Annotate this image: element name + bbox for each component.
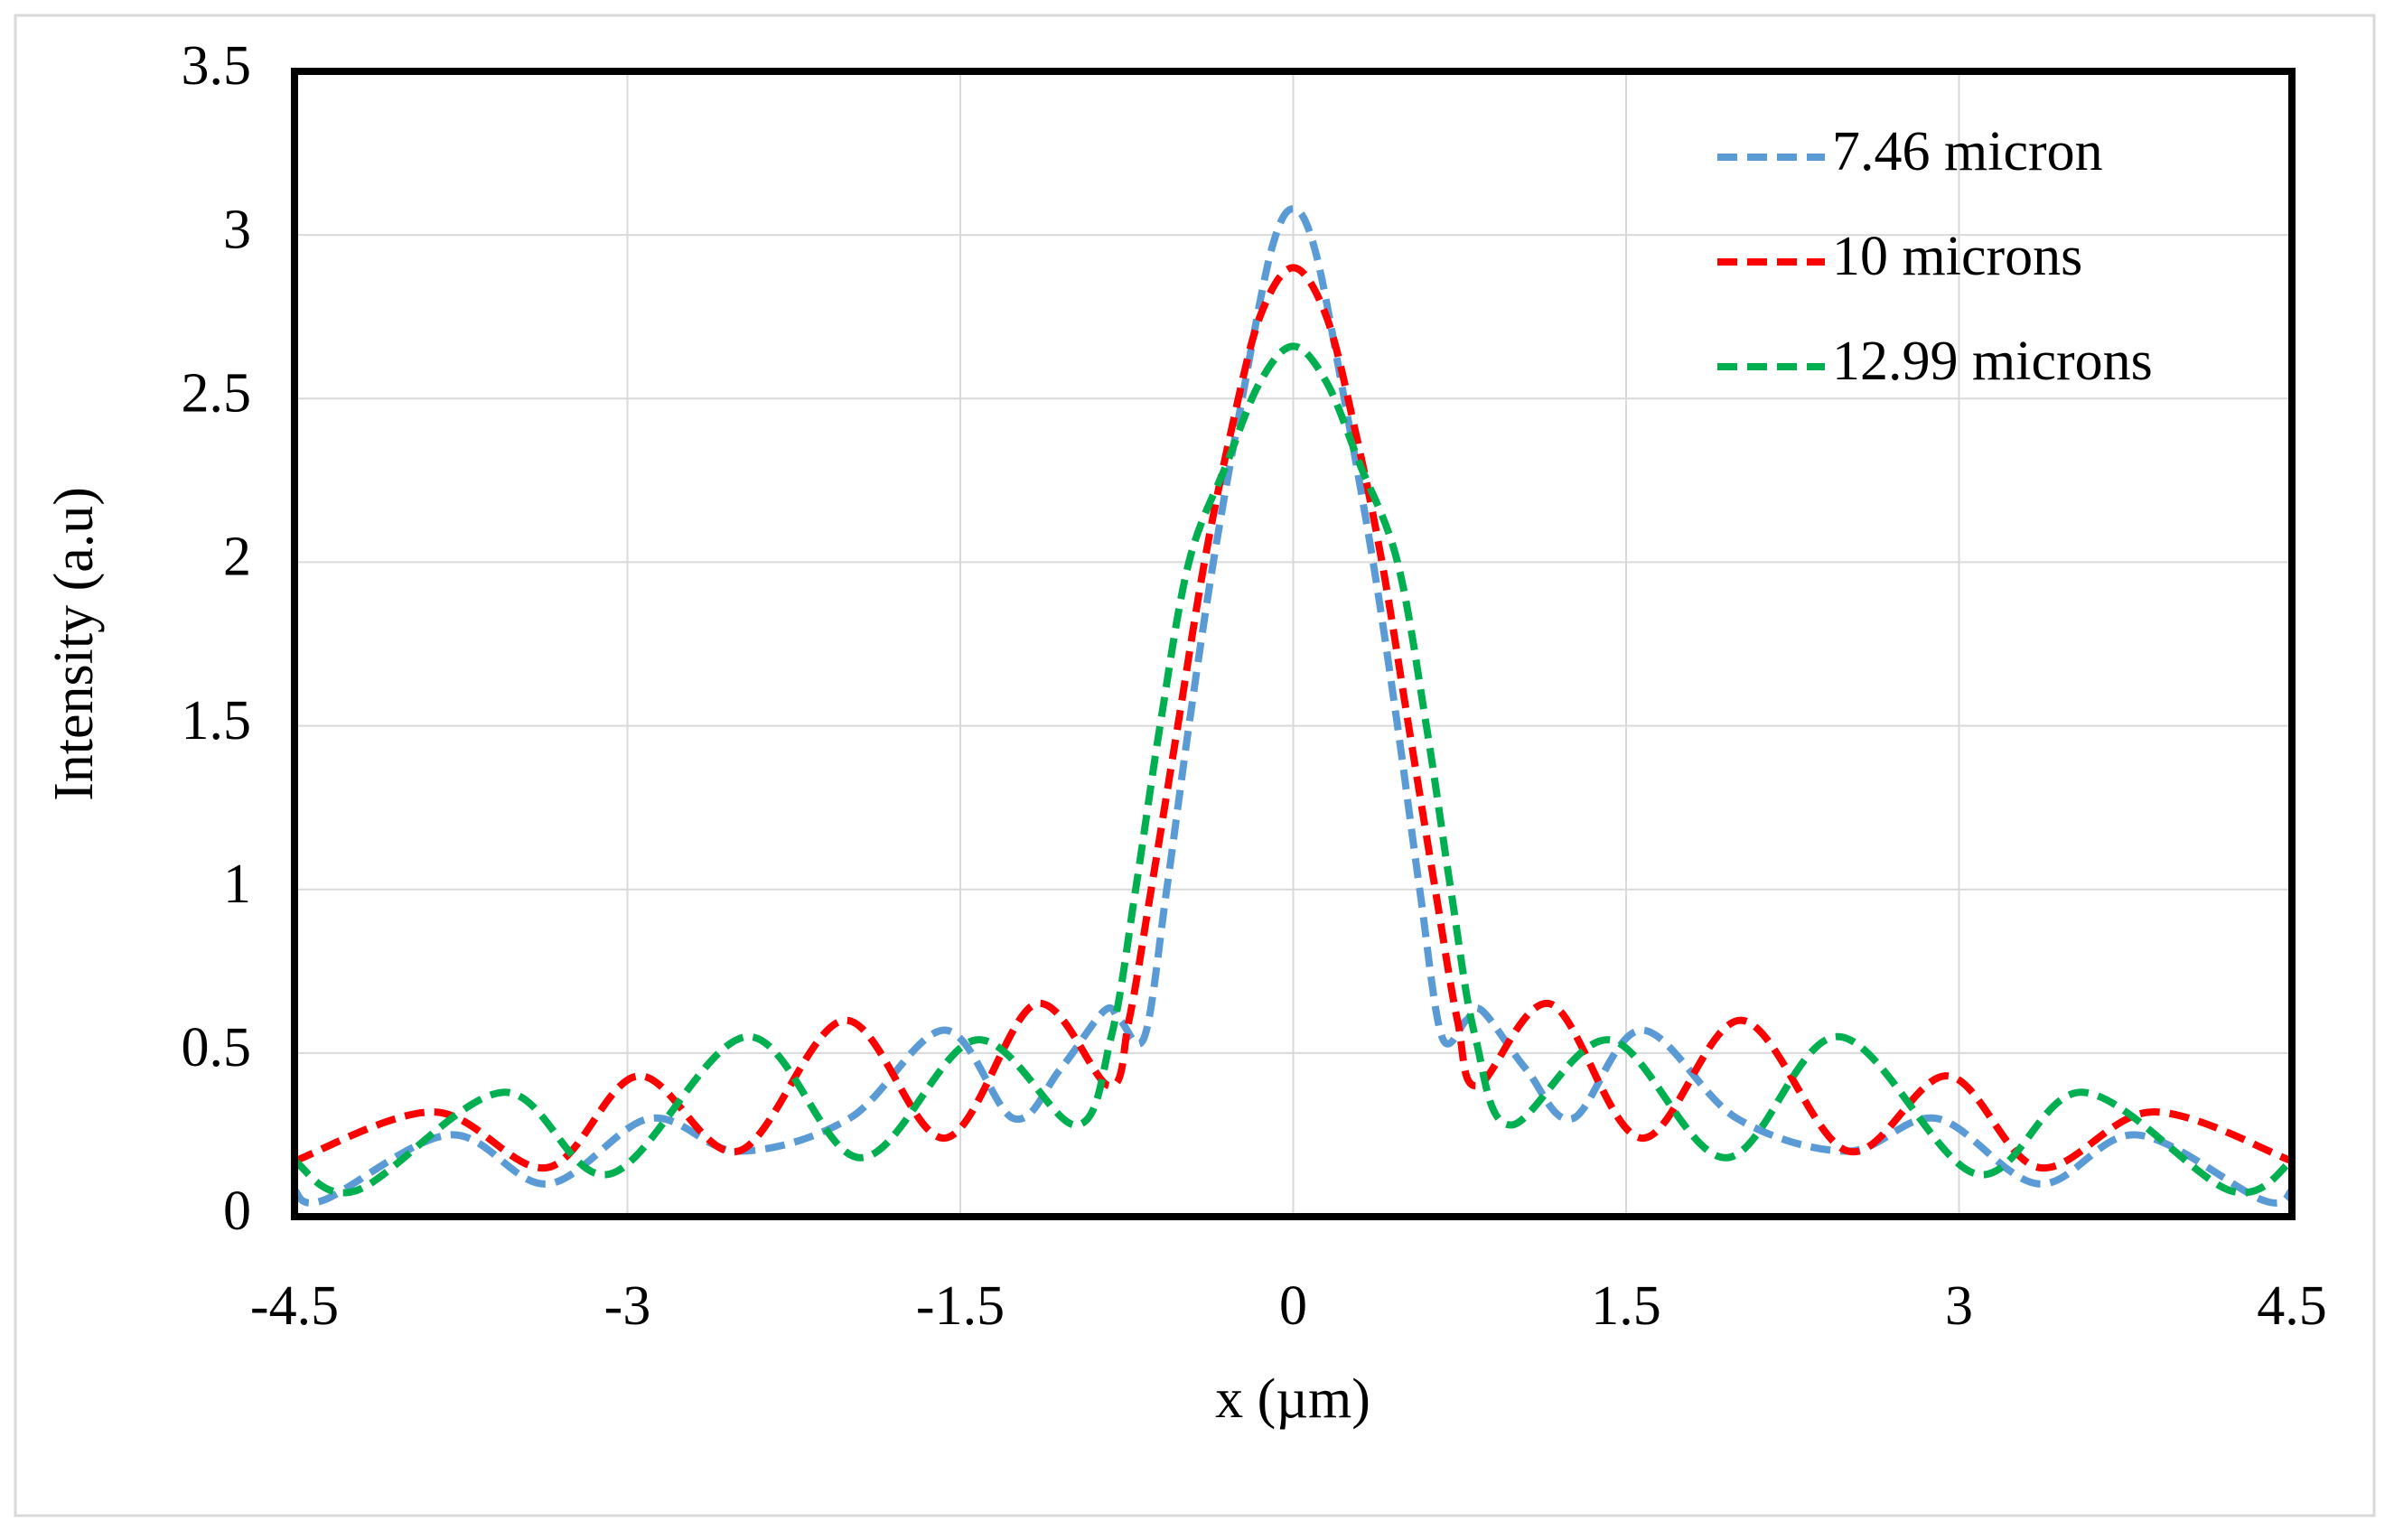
- plot-border: [291, 68, 2296, 1220]
- x-tick-label: -4.5: [250, 1275, 339, 1337]
- legend-label: 7.46 micron: [1832, 121, 2103, 182]
- legend-label: 12.99 microns: [1832, 331, 2153, 392]
- y-tick-label: 3: [223, 199, 251, 260]
- y-axis-label: Intensity (a.u): [43, 487, 105, 801]
- x-tick-label: 0: [1279, 1275, 1307, 1337]
- legend-label: 10 microns: [1832, 226, 2082, 287]
- x-tick-label: 3: [1945, 1275, 1973, 1337]
- x-tick-label: 1.5: [1591, 1275, 1661, 1337]
- chart-frame: [14, 14, 2376, 1517]
- x-tick-label: 4.5: [2257, 1275, 2327, 1337]
- y-tick-label: 0: [223, 1181, 251, 1242]
- x-tick-label: -1.5: [916, 1275, 1005, 1337]
- y-tick-label: 1.5: [182, 690, 252, 751]
- data-line: [293, 264, 2294, 1171]
- data-line: [292, 342, 2295, 1197]
- y-tick-label: 3.5: [182, 35, 252, 97]
- y-tick-label: 1: [223, 854, 251, 915]
- x-axis-label: x (µm): [1215, 1368, 1370, 1430]
- y-tick-label: 0.5: [182, 1017, 252, 1078]
- x-tick-label: -3: [604, 1275, 651, 1337]
- y-tick-label: 2: [223, 527, 251, 588]
- y-tick-label: 2.5: [182, 363, 252, 425]
- data-line: [292, 205, 2295, 1207]
